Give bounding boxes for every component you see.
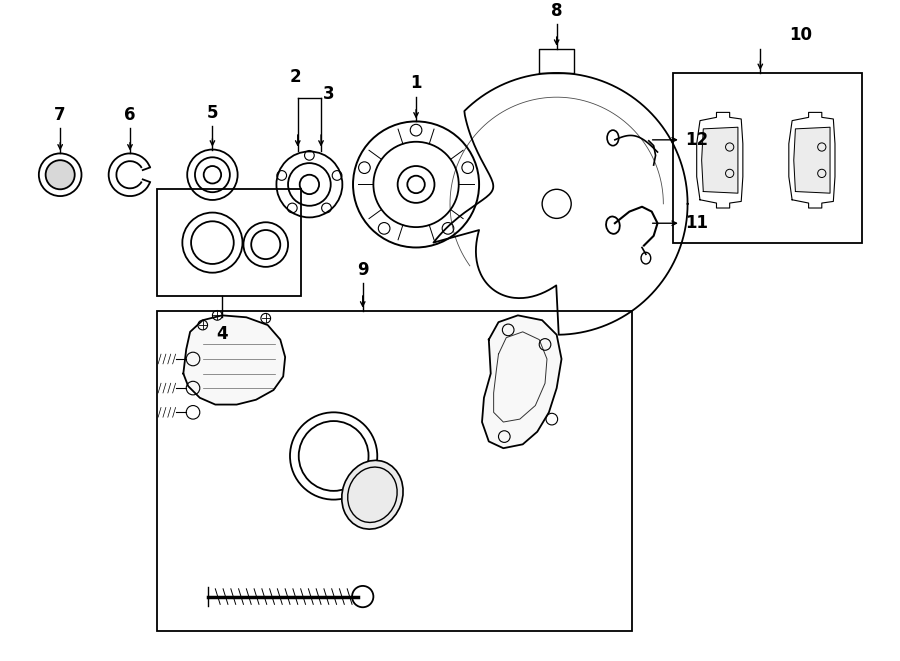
Text: 9: 9 [357, 260, 368, 278]
Bar [158, 189, 301, 296]
Text: 8: 8 [551, 1, 562, 20]
Polygon shape [184, 315, 285, 405]
Text: 3: 3 [323, 85, 335, 103]
Text: 1: 1 [410, 74, 422, 93]
Polygon shape [794, 127, 830, 193]
Text: 6: 6 [124, 106, 136, 124]
Text: 2: 2 [290, 67, 302, 85]
Ellipse shape [342, 460, 403, 529]
Text: 10: 10 [789, 26, 813, 44]
Ellipse shape [46, 160, 75, 189]
Bar [673, 73, 862, 243]
Text: 11: 11 [686, 214, 708, 232]
Bar [158, 311, 633, 631]
Polygon shape [482, 315, 562, 448]
Text: 12: 12 [686, 131, 709, 149]
Text: 7: 7 [54, 106, 66, 124]
Text: 5: 5 [207, 104, 218, 122]
Text: 4: 4 [216, 325, 228, 343]
Polygon shape [702, 127, 738, 193]
